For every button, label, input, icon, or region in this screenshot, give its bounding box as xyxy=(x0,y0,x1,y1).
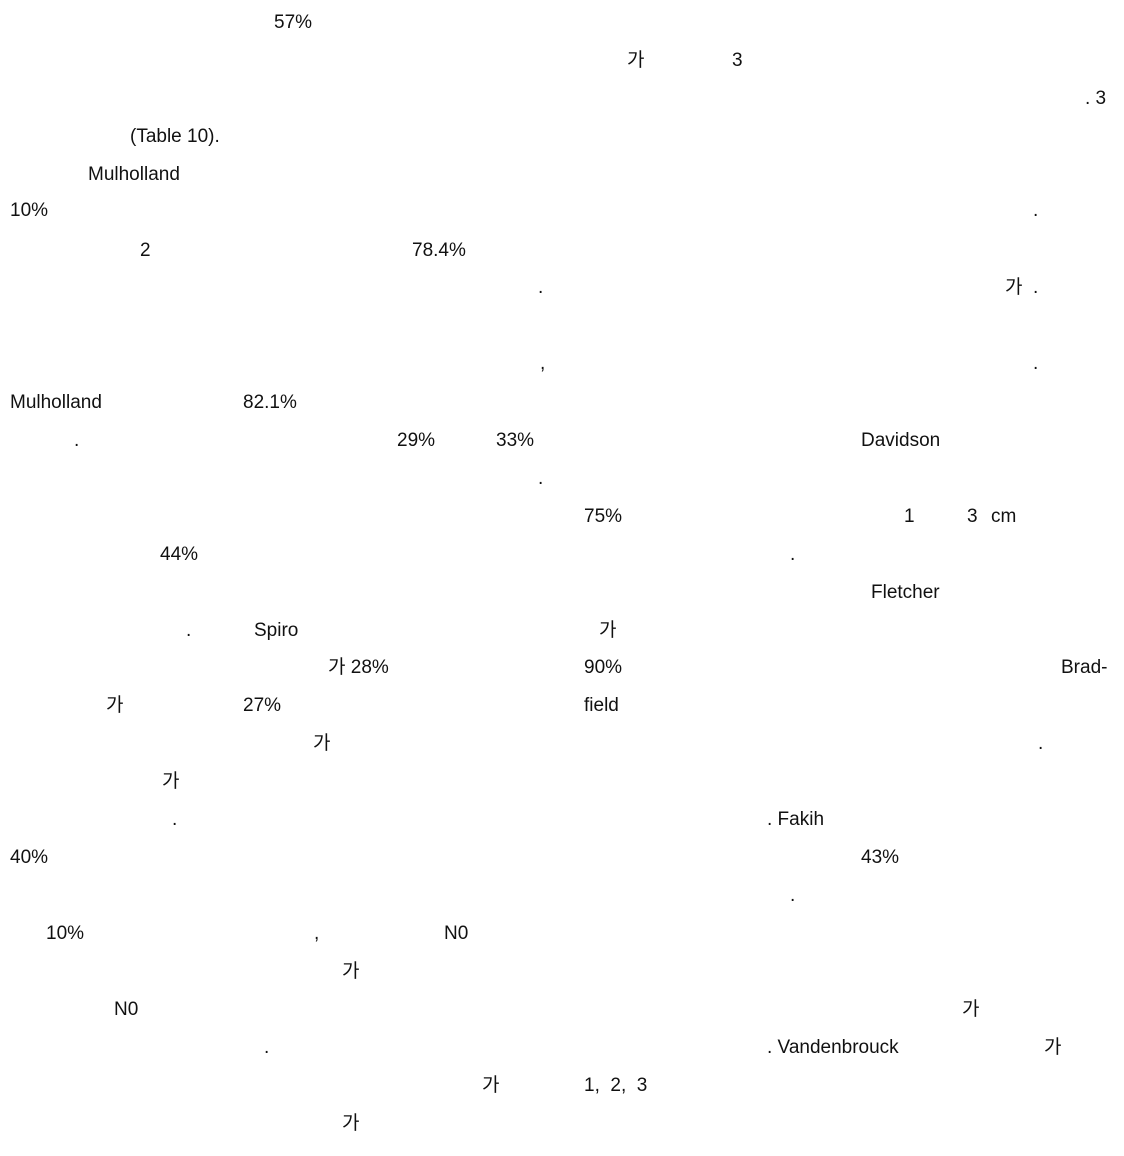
text-fragment: . xyxy=(186,620,192,641)
text-fragment: . xyxy=(264,1037,270,1058)
text-fragment: 1 xyxy=(904,506,915,527)
text-fragment: . xyxy=(1038,733,1044,754)
text-fragment: 29% xyxy=(397,430,436,451)
text-fragment: 가 xyxy=(162,771,180,792)
text-fragment: Mulholland xyxy=(88,164,180,185)
text-fragment: 40% xyxy=(10,847,49,868)
text-fragment: Fletcher xyxy=(871,582,940,603)
text-fragment: field xyxy=(584,695,619,716)
text-fragment: . xyxy=(1033,353,1039,374)
text-fragment: 82.1% xyxy=(243,392,297,413)
text-fragment: Spiro xyxy=(254,620,299,641)
text-fragment: 가 xyxy=(106,695,124,716)
text-fragment: 10% xyxy=(10,200,49,221)
text-fragment: 가 xyxy=(627,50,645,71)
text-fragment: 27% xyxy=(243,695,282,716)
text-fragment: . xyxy=(172,809,178,830)
text-fragment: . Vandenbrouck xyxy=(767,1037,899,1058)
text-fragment: Brad- xyxy=(1061,657,1108,678)
text-fragment: 43% xyxy=(861,847,900,868)
text-fragment: 57% xyxy=(274,12,313,33)
text-fragment: 44% xyxy=(160,544,199,565)
text-fragment: 가 xyxy=(482,1075,500,1096)
text-fragment: 가 28% xyxy=(328,657,389,678)
text-fragment: N0 xyxy=(444,923,469,944)
text-fragment: 78.4% xyxy=(412,240,466,261)
text-fragment: 1, 2, 3 xyxy=(584,1075,648,1096)
text-fragment: , xyxy=(314,923,320,944)
text-fragment: 33% xyxy=(496,430,535,451)
text-fragment: 가 xyxy=(1005,277,1023,298)
text-fragment: . 3 xyxy=(1085,88,1107,109)
text-fragment: . xyxy=(790,544,796,565)
text-fragment: 가 xyxy=(313,733,331,754)
text-fragment: cm xyxy=(991,506,1017,527)
text-fragment: 가 xyxy=(342,1113,360,1134)
text-fragment: 가 xyxy=(599,620,617,641)
text-fragment: . xyxy=(790,885,796,906)
text-fragment: 10% xyxy=(46,923,85,944)
text-fragment: 75% xyxy=(584,506,623,527)
text-fragment: . xyxy=(74,430,80,451)
text-fragment: . xyxy=(538,468,544,489)
text-fragment: . Fakih xyxy=(767,809,825,830)
text-fragment: 3 xyxy=(967,506,978,527)
text-fragment: 가 xyxy=(1044,1037,1062,1058)
text-fragment: . xyxy=(538,277,544,298)
text-fragment: . xyxy=(1033,200,1039,221)
text-fragment: , xyxy=(540,353,546,374)
text-fragment: 2 xyxy=(140,240,151,261)
text-fragment: 3 xyxy=(732,50,743,71)
text-fragment: 90% xyxy=(584,657,623,678)
text-fragment: (Table 10). xyxy=(130,126,220,147)
text-fragment: 가 xyxy=(342,961,360,982)
text-fragment: N0 xyxy=(114,999,139,1020)
text-fragment: . xyxy=(1033,277,1039,298)
text-fragment: 가 xyxy=(962,999,980,1020)
text-fragment: Mulholland xyxy=(10,392,102,413)
text-fragment: Davidson xyxy=(861,430,941,451)
